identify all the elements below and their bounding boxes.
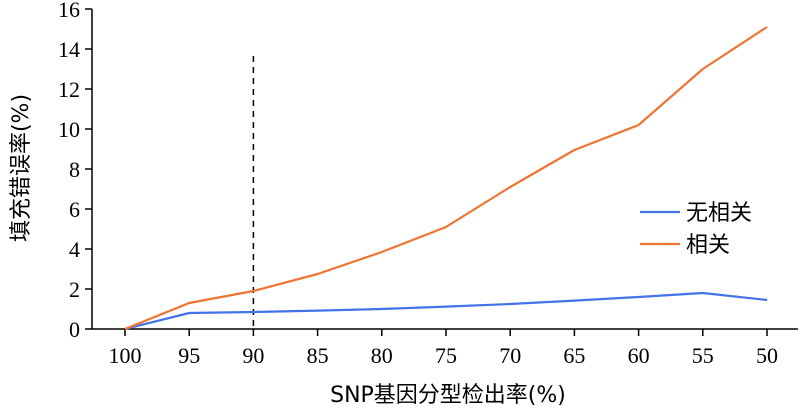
x-tick-label: 95 — [178, 343, 200, 368]
series-line-1 — [124, 26, 768, 331]
x-tick-label: 90 — [242, 343, 264, 368]
legend-label: 无相关 — [686, 201, 752, 226]
x-axis-title: SNP基因分型检出率(%) — [330, 383, 566, 408]
y-axis-ticks: 0 2 4 6 8 10 12 14 16 — [58, 0, 92, 342]
y-tick-label: 12 — [58, 77, 80, 102]
x-tick-label: 85 — [307, 343, 329, 368]
x-tick-label: 55 — [692, 343, 714, 368]
y-tick-label: 4 — [69, 237, 80, 262]
x-tick-label: 50 — [756, 343, 778, 368]
legend-label: 相关 — [686, 233, 730, 258]
y-tick-label: 16 — [58, 0, 80, 22]
y-axis-title: 填充错误率(%) — [9, 94, 34, 242]
series-lines — [124, 26, 768, 331]
y-tick-label: 14 — [58, 37, 80, 62]
y-tick-label: 10 — [58, 117, 80, 142]
x-tick-label: 100 — [109, 343, 142, 368]
series-line-0 — [124, 291, 768, 331]
x-tick-label: 75 — [435, 343, 457, 368]
x-tick-label: 65 — [563, 343, 585, 368]
x-axis-ticks: 100 95 90 85 80 75 70 65 60 55 50 — [109, 329, 778, 368]
x-tick-label: 70 — [499, 343, 521, 368]
y-tick-label: 2 — [69, 277, 80, 302]
x-tick-label: 80 — [371, 343, 393, 368]
y-tick-label: 6 — [69, 197, 80, 222]
y-tick-label: 0 — [69, 317, 80, 342]
y-tick-label: 8 — [69, 157, 80, 182]
x-tick-label: 60 — [628, 343, 650, 368]
